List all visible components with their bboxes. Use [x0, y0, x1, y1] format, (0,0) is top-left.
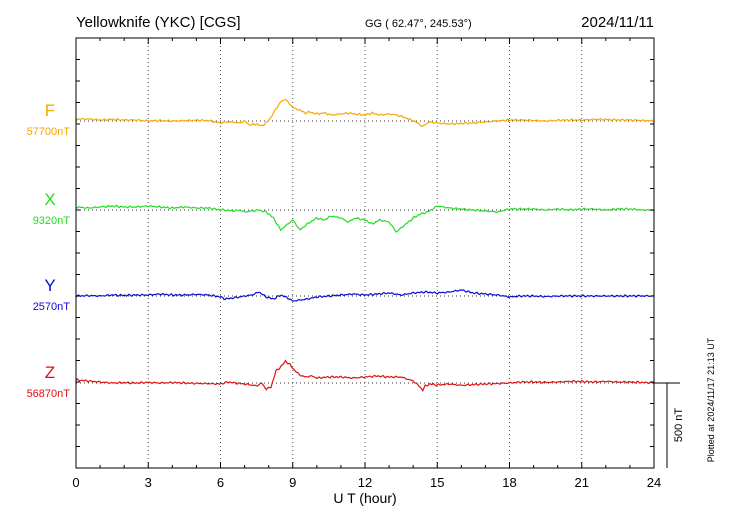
series-name-f: F [45, 101, 55, 120]
series-layer: F 57700nT X 9320nT Y 2570nT Z 56870nT [27, 98, 655, 400]
series-line-x [75, 204, 655, 233]
x-tick-label: 15 [430, 475, 444, 490]
x-tick-label: 0 [72, 475, 79, 490]
x-tick-label: 9 [289, 475, 296, 490]
coordinates-label: GG ( 62.47°, 245.53°) [365, 18, 472, 30]
date-label: 2024/11/11 [581, 14, 654, 31]
series-baseline-y: 2570nT [33, 301, 71, 313]
station-title: Yellowknife (YKC) [CGS] [76, 14, 241, 31]
grid-lines [76, 38, 654, 468]
x-axis-label: U T (hour) [333, 490, 396, 506]
scale-bar-label: 500 nT [673, 408, 685, 443]
plotted-timestamp: Plotted at 2024/11/17 21:13 UT [706, 337, 716, 462]
series-baseline-z: 56870nT [27, 388, 71, 400]
series-baseline-x: 9320nT [33, 215, 71, 227]
x-tick-label: 21 [575, 475, 589, 490]
x-tick-label: 6 [217, 475, 224, 490]
series-name-x: X [44, 190, 55, 209]
scale-bar: 500 nT [654, 382, 685, 468]
series-line-y [75, 289, 655, 302]
series-baseline-f: 57700nT [27, 126, 71, 138]
series-line-z [75, 359, 655, 392]
series-name-y: Y [44, 276, 55, 295]
x-tick-label: 3 [145, 475, 152, 490]
series-name-z: Z [45, 363, 55, 382]
x-tick-label: 18 [502, 475, 516, 490]
x-tick-label: 12 [358, 475, 372, 490]
series-line-f [75, 98, 655, 127]
x-tick-label: 24 [647, 475, 661, 490]
x-axis-ticks: 0 3 6 9 12 15 18 21 24 [72, 38, 661, 490]
